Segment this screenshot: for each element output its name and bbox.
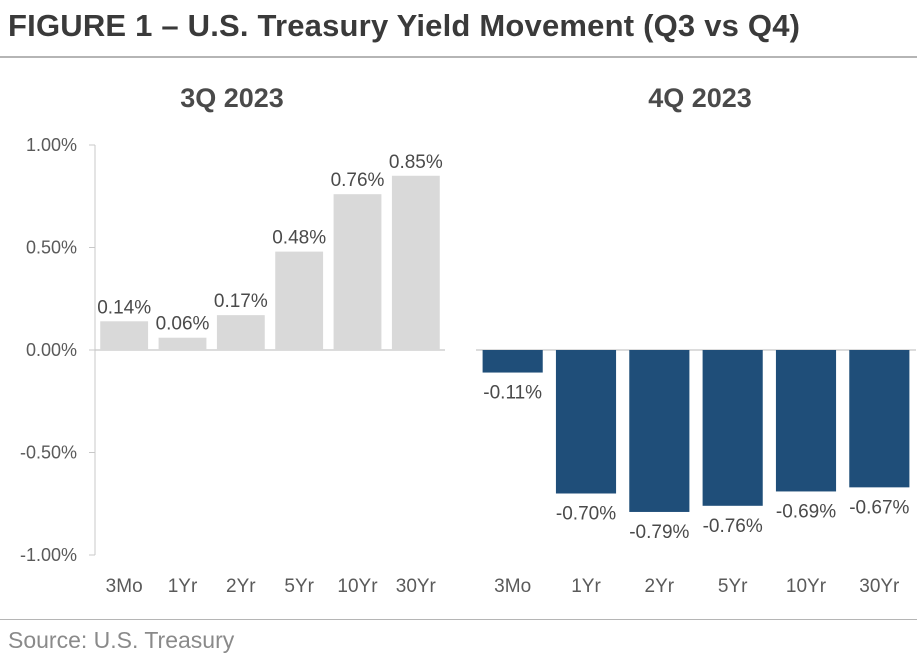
bar-10yr: [333, 194, 382, 350]
data-label: -0.70%: [556, 504, 616, 525]
data-label: -0.11%: [483, 383, 542, 404]
category-label: 10Yr: [786, 576, 827, 597]
category-label: 10Yr: [337, 576, 378, 597]
category-label: 2Yr: [226, 576, 256, 597]
data-label: 0.76%: [331, 170, 385, 191]
title-divider: [0, 56, 917, 58]
data-label: 0.85%: [389, 152, 443, 173]
category-label: 3Mo: [106, 576, 143, 597]
bar-2yr: [216, 315, 265, 350]
bar-1yr: [555, 350, 617, 494]
category-label: 1Yr: [168, 576, 198, 597]
data-label: 0.14%: [97, 297, 151, 318]
bar-30yr: [849, 350, 910, 488]
bar-1yr: [158, 337, 207, 350]
bar-10yr: [775, 350, 837, 492]
data-label: -0.76%: [703, 516, 763, 537]
y-tick-label: -1.00%: [20, 545, 77, 565]
bar-3mo: [482, 350, 543, 373]
chart-4q-2023: 4Q 2023 -0.11% 3Mo -0.70% 1Yr -0.79% 2Yr -0.76%…: [476, 83, 916, 597]
category-label: 30Yr: [859, 576, 900, 597]
bar-30yr: [391, 175, 440, 350]
data-label: 0.06%: [156, 314, 210, 335]
figure-title: FIGURE 1 – U.S. Treasury Yield Movement …: [8, 8, 801, 43]
data-label: -0.69%: [776, 501, 836, 522]
category-label: 2Yr: [645, 576, 675, 597]
panel-title: 3Q 2023: [180, 83, 284, 113]
bar-3mo: [100, 321, 149, 350]
chart-3q-2023: 3Q 2023 1.00% 0.50% 0.00% -0.50% -1.00% 0.14% 3…: [20, 83, 445, 597]
category-label: 3Mo: [494, 576, 531, 597]
category-label: 1Yr: [571, 576, 601, 597]
data-label: 0.17%: [214, 291, 268, 312]
bar-5yr: [702, 350, 763, 506]
category-label: 5Yr: [718, 576, 748, 597]
panel-title: 4Q 2023: [648, 83, 752, 113]
data-label: -0.79%: [629, 522, 689, 543]
bar-5yr: [275, 251, 324, 350]
data-label: -0.67%: [849, 497, 909, 518]
category-label: 5Yr: [284, 576, 314, 597]
footer-divider: [0, 619, 917, 620]
y-tick-label: 0.50%: [26, 238, 77, 258]
y-tick-label: -0.50%: [20, 443, 77, 463]
source-note: Source: U.S. Treasury: [8, 627, 235, 653]
y-tick-label: 1.00%: [26, 135, 77, 155]
category-label: 30Yr: [396, 576, 437, 597]
bar-2yr: [629, 350, 690, 512]
y-tick-label: 0.00%: [26, 340, 77, 360]
data-label: 0.48%: [272, 228, 326, 249]
